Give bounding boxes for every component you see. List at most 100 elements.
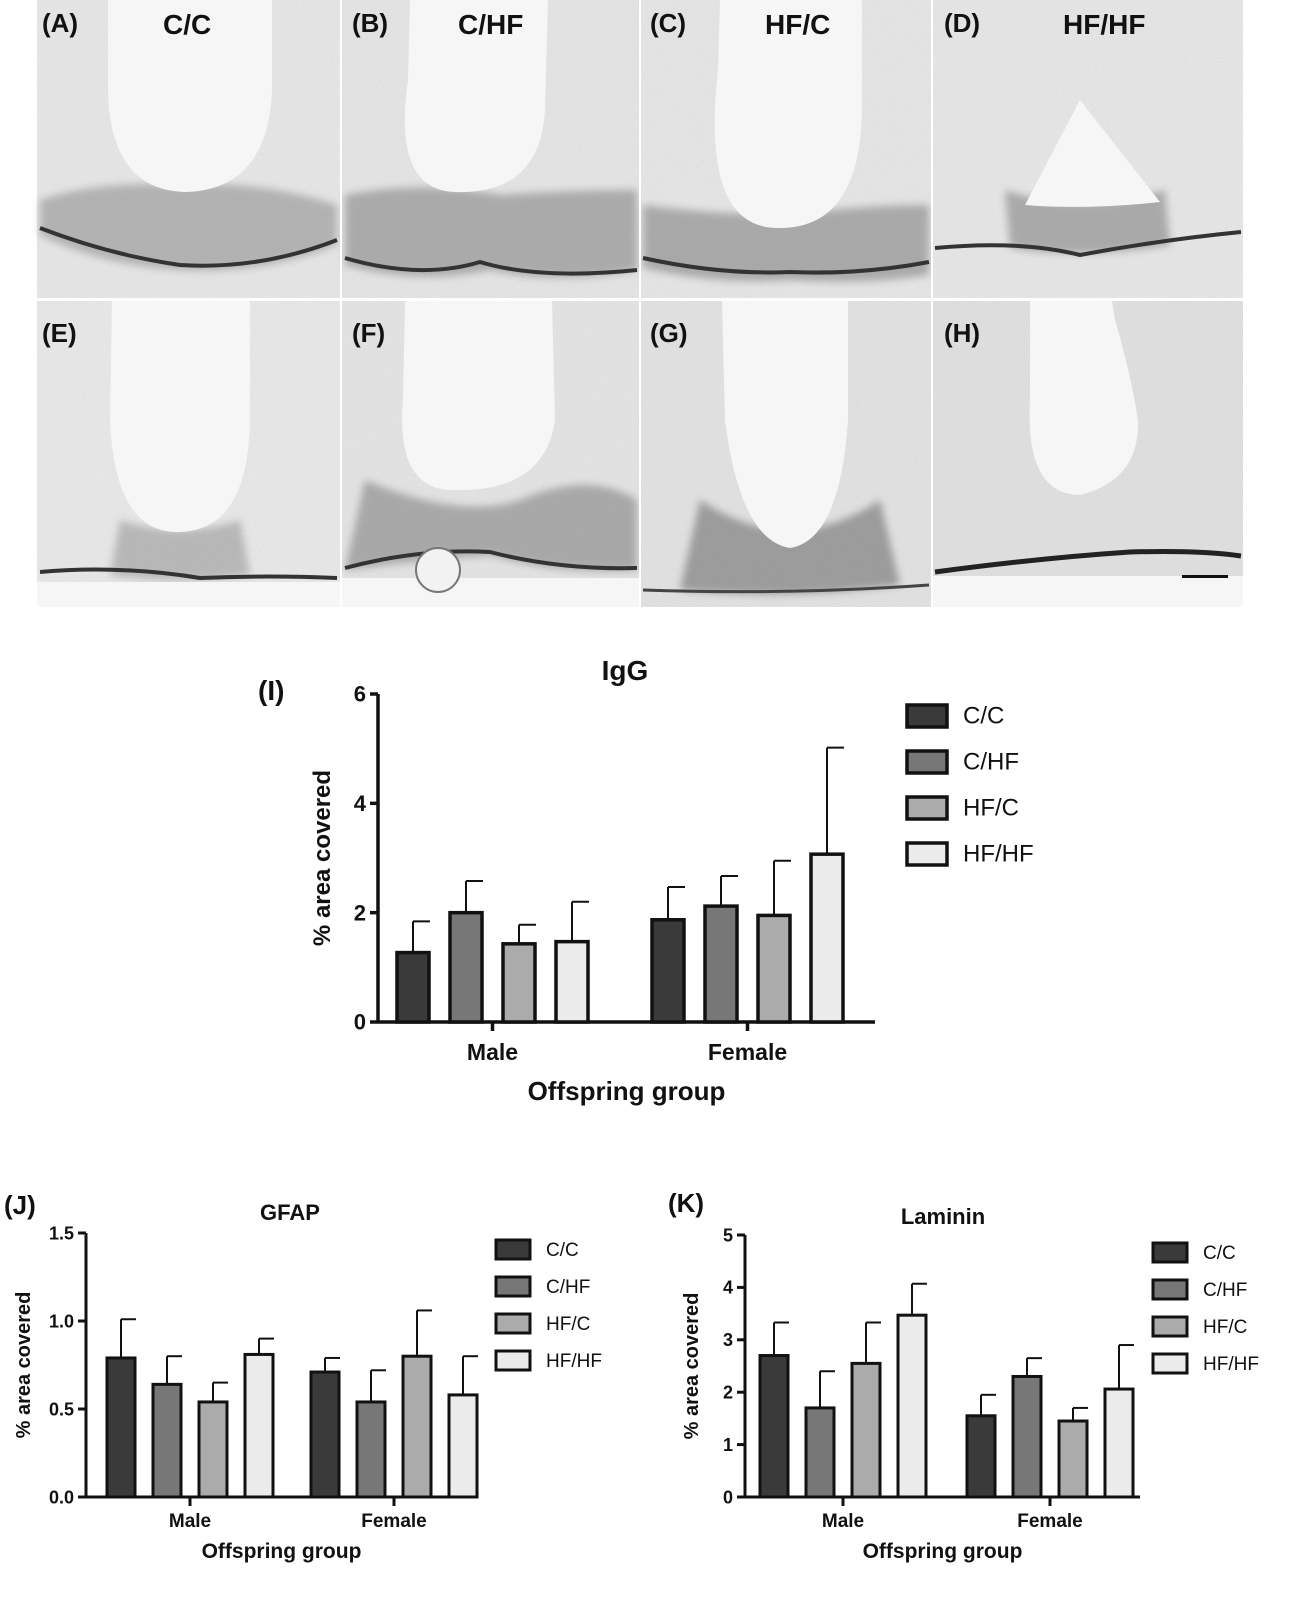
legend-label: HF/C bbox=[963, 795, 1019, 822]
bar-male-hf-c bbox=[501, 942, 537, 1024]
bar-male-hf-hf bbox=[554, 939, 590, 1024]
legend-swatch bbox=[1151, 1315, 1189, 1338]
condition-label-d: HF/HF bbox=[1063, 9, 1145, 40]
micrograph-panel-d: (D) HF/HF bbox=[933, 0, 1243, 298]
scale-bar bbox=[1182, 575, 1228, 578]
legend-swatch bbox=[1151, 1241, 1189, 1264]
bar-female-c-hf bbox=[703, 904, 739, 1024]
y-axis-label: % area covered bbox=[13, 1292, 35, 1439]
legend: C/C C/HF HF/C HF/HF bbox=[905, 703, 1034, 868]
legend: C/C C/HF HF/C HF/HF bbox=[1151, 1241, 1259, 1375]
micrograph-label-a: (A) bbox=[42, 8, 78, 38]
micrograph-panel-a: (A) C/C bbox=[37, 0, 340, 298]
bar-male-c-c bbox=[105, 1356, 137, 1499]
micrograph-panel-h: (H) bbox=[933, 301, 1243, 607]
category-label-male: Male bbox=[467, 1039, 518, 1065]
condition-label-a: C/C bbox=[163, 9, 211, 40]
legend-swatch bbox=[905, 795, 949, 821]
category-label-female: Female bbox=[1017, 1511, 1082, 1532]
micrograph-panel-g: (G) bbox=[641, 301, 931, 607]
legend-swatch bbox=[1151, 1352, 1189, 1375]
x-axis-label: Offspring group bbox=[863, 1540, 1023, 1563]
bar-male-c-c bbox=[758, 1354, 790, 1499]
bar-male-hf-hf bbox=[896, 1313, 928, 1499]
micrograph-grid: (A) C/C (B) C/HF (C) HF/C (D) HF/HF bbox=[37, 0, 1243, 607]
micrograph-panel-b: (B) C/HF bbox=[342, 0, 639, 298]
legend-swatch bbox=[494, 1275, 532, 1298]
x-axis-label: Offspring group bbox=[528, 1076, 726, 1106]
legend: C/C C/HF HF/C HF/HF bbox=[494, 1238, 602, 1372]
legend-label: HF/C bbox=[1203, 1317, 1247, 1338]
legend-label: HF/HF bbox=[1203, 1354, 1259, 1375]
y-axis-label: % area covered bbox=[681, 1293, 703, 1440]
bar-male-hf-c bbox=[850, 1361, 882, 1499]
x-axis-label: Offspring group bbox=[202, 1540, 362, 1563]
bar-female-c-c bbox=[650, 918, 686, 1024]
legend-label: C/HF bbox=[1203, 1280, 1247, 1301]
bar-male-c-hf bbox=[151, 1382, 183, 1499]
micrograph-panel-c: (C) HF/C bbox=[641, 0, 931, 298]
micrograph-panel-e: (E) bbox=[37, 301, 340, 607]
condition-label-b: C/HF bbox=[458, 9, 523, 40]
bar-female-c-c bbox=[309, 1370, 341, 1499]
y-tick-label: 4 bbox=[723, 1278, 733, 1298]
legend-label: C/C bbox=[963, 703, 1004, 730]
y-axis-label: % area covered bbox=[309, 770, 336, 946]
bar-female-hf-c bbox=[756, 913, 792, 1024]
legend-swatch bbox=[1151, 1278, 1189, 1301]
category-label-male: Male bbox=[822, 1511, 864, 1532]
micrograph-label-d: (D) bbox=[944, 8, 980, 38]
micrograph-panel-f: (F) bbox=[342, 301, 639, 607]
category-label-female: Female bbox=[361, 1511, 426, 1532]
y-tick-label: 2 bbox=[354, 900, 366, 925]
legend-label: C/HF bbox=[963, 749, 1019, 776]
micrograph-label-g: (G) bbox=[650, 318, 688, 348]
bar-male-c-hf bbox=[448, 910, 484, 1024]
y-tick-label: 3 bbox=[723, 1330, 733, 1350]
y-tick-label: 0.5 bbox=[49, 1399, 74, 1419]
micrograph-label-c: (C) bbox=[650, 8, 686, 38]
category-label-female: Female bbox=[708, 1039, 787, 1065]
bar-female-hf-hf bbox=[809, 852, 845, 1024]
bar-female-hf-hf bbox=[447, 1393, 479, 1499]
condition-label-c: HF/C bbox=[765, 9, 830, 40]
y-tick-label: 0.0 bbox=[49, 1487, 74, 1507]
bar-female-c-hf bbox=[1011, 1374, 1043, 1499]
y-tick-label: 4 bbox=[354, 791, 367, 816]
legend-swatch bbox=[494, 1238, 532, 1261]
y-tick-label: 0 bbox=[354, 1010, 366, 1035]
legend-swatch bbox=[905, 703, 949, 729]
bar-male-hf-hf bbox=[243, 1352, 275, 1499]
panel-label: (J) bbox=[4, 1190, 36, 1220]
y-tick-label: 1 bbox=[723, 1435, 733, 1455]
bar-male-c-c bbox=[395, 950, 431, 1024]
bar-male-hf-c bbox=[197, 1400, 229, 1499]
y-tick-label: 1.5 bbox=[49, 1223, 74, 1243]
legend-swatch bbox=[494, 1312, 532, 1335]
y-tick-label: 1.0 bbox=[49, 1311, 74, 1331]
bar-female-hf-hf bbox=[1103, 1387, 1135, 1499]
legend-label: C/HF bbox=[546, 1277, 590, 1298]
y-tick-label: 2 bbox=[723, 1383, 733, 1403]
y-tick-label: 0 bbox=[723, 1487, 733, 1507]
y-tick-label: 6 bbox=[354, 682, 366, 707]
chart-title: Laminin bbox=[901, 1204, 985, 1229]
bar-male-c-hf bbox=[804, 1406, 836, 1499]
legend-label: HF/C bbox=[546, 1314, 590, 1335]
micrograph-label-e: (E) bbox=[42, 318, 77, 348]
bar-female-hf-c bbox=[1057, 1419, 1089, 1499]
micrograph-label-h: (H) bbox=[944, 318, 980, 348]
chart-gfap: (J) GFAP 0.0 0.5 1.0 1.5 Male Female Offspring g… bbox=[4, 1190, 602, 1563]
micrograph-label-b: (B) bbox=[352, 8, 388, 38]
legend-swatch bbox=[905, 841, 949, 867]
chart-title: GFAP bbox=[260, 1200, 320, 1225]
legend-label: HF/HF bbox=[546, 1351, 602, 1372]
chart-title: IgG bbox=[602, 655, 649, 686]
legend-swatch bbox=[905, 749, 949, 775]
category-label-male: Male bbox=[169, 1511, 211, 1532]
bar-female-c-hf bbox=[355, 1400, 387, 1499]
y-tick-label: 5 bbox=[723, 1225, 733, 1245]
legend-label: C/C bbox=[546, 1240, 579, 1261]
panel-label: (I) bbox=[258, 675, 284, 706]
